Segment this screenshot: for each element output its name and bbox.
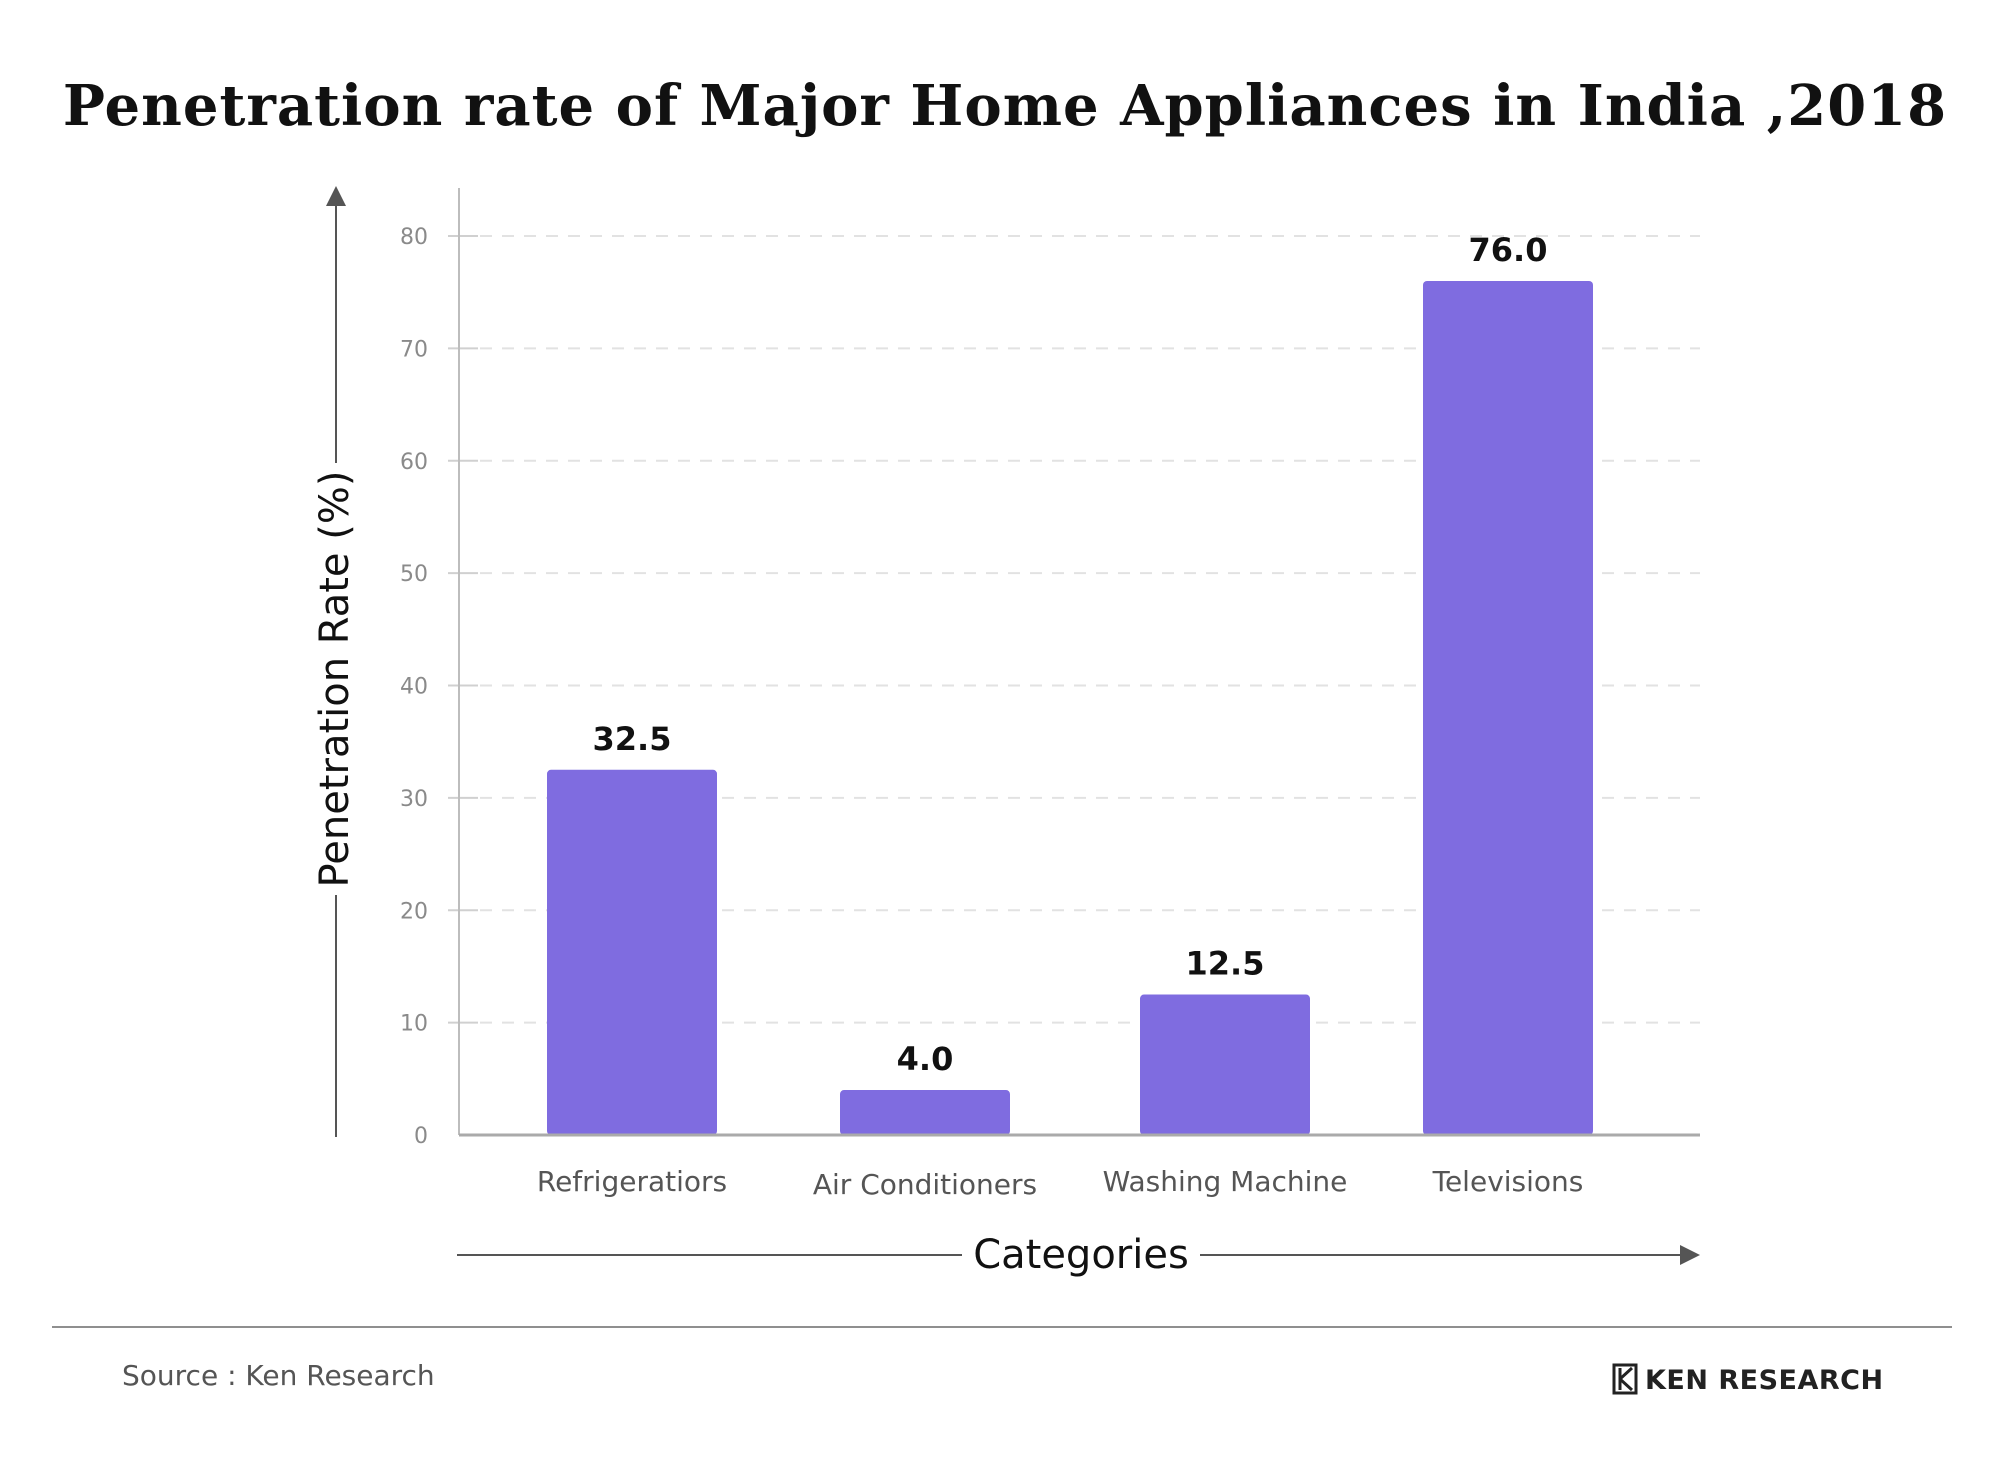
bar-televisions [1423,280,1593,1135]
x-axis-arrowhead-icon [1680,1245,1700,1265]
data-label: 4.0 [897,1040,954,1078]
x-axis-title: Categories [973,1232,1189,1278]
data-labels: 32.5 4.0 12.5 76.0 [593,231,1548,1078]
y-tick-label: 60 [400,450,428,475]
bar-air-conditioners [840,1090,1010,1135]
source-text: Source : Ken Research [122,1359,435,1392]
y-axis-title-group: Penetration Rate (%) [312,186,358,1137]
logo-text: KEN RESEARCH [1645,1365,1884,1396]
bars [547,280,1593,1135]
bar-washing-machine [1140,994,1310,1135]
y-tick-label: 20 [400,899,428,924]
y-tick-label: 70 [400,337,428,362]
y-tick-label: 80 [400,225,428,250]
y-axis-arrowhead-icon [326,186,346,206]
category-label: Televisions [1432,1165,1584,1198]
category-labels: Refrigeratiors Air Conditioners Washing Ma… [537,1165,1584,1201]
y-tick-label: 50 [400,562,428,587]
y-tick-label: 30 [400,787,428,812]
category-label: Refrigeratiors [537,1165,727,1198]
category-label: Air Conditioners [813,1168,1037,1201]
data-label: 32.5 [593,720,672,758]
x-axis-title-group: Categories [457,1232,1700,1278]
y-tick-label: 0 [414,1124,428,1149]
category-label: Washing Machine [1103,1165,1348,1198]
data-label: 76.0 [1469,231,1548,269]
ken-research-logo: KEN RESEARCH [1612,1363,1884,1396]
ken-research-logo-icon [1612,1363,1638,1395]
y-axis-title: Penetration Rate (%) [312,471,358,888]
data-label: 12.5 [1186,945,1265,983]
bar-refrigeratiors [547,769,717,1135]
y-tick-label: 40 [400,675,428,700]
chart-title: Penetration rate of Major Home Appliance… [63,73,1947,139]
y-tick-label: 10 [400,1012,428,1037]
y-tick-labels: 0 10 20 30 40 50 60 70 80 [400,225,428,1149]
